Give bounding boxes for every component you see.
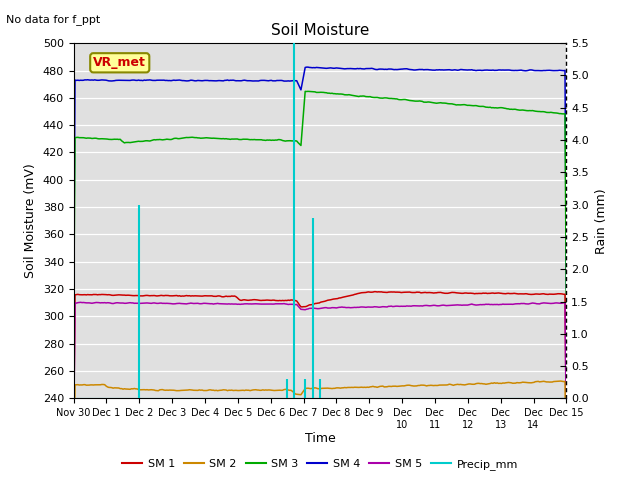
Legend: SM 1, SM 2, SM 3, SM 4, SM 5, Precip_mm: SM 1, SM 2, SM 3, SM 4, SM 5, Precip_mm [118, 455, 522, 474]
Title: Soil Moisture: Soil Moisture [271, 23, 369, 38]
Text: No data for f_ppt: No data for f_ppt [6, 14, 100, 25]
Y-axis label: Soil Moisture (mV): Soil Moisture (mV) [24, 163, 37, 278]
Y-axis label: Rain (mm): Rain (mm) [595, 188, 607, 253]
Text: VR_met: VR_met [93, 56, 146, 69]
X-axis label: Time: Time [305, 432, 335, 445]
